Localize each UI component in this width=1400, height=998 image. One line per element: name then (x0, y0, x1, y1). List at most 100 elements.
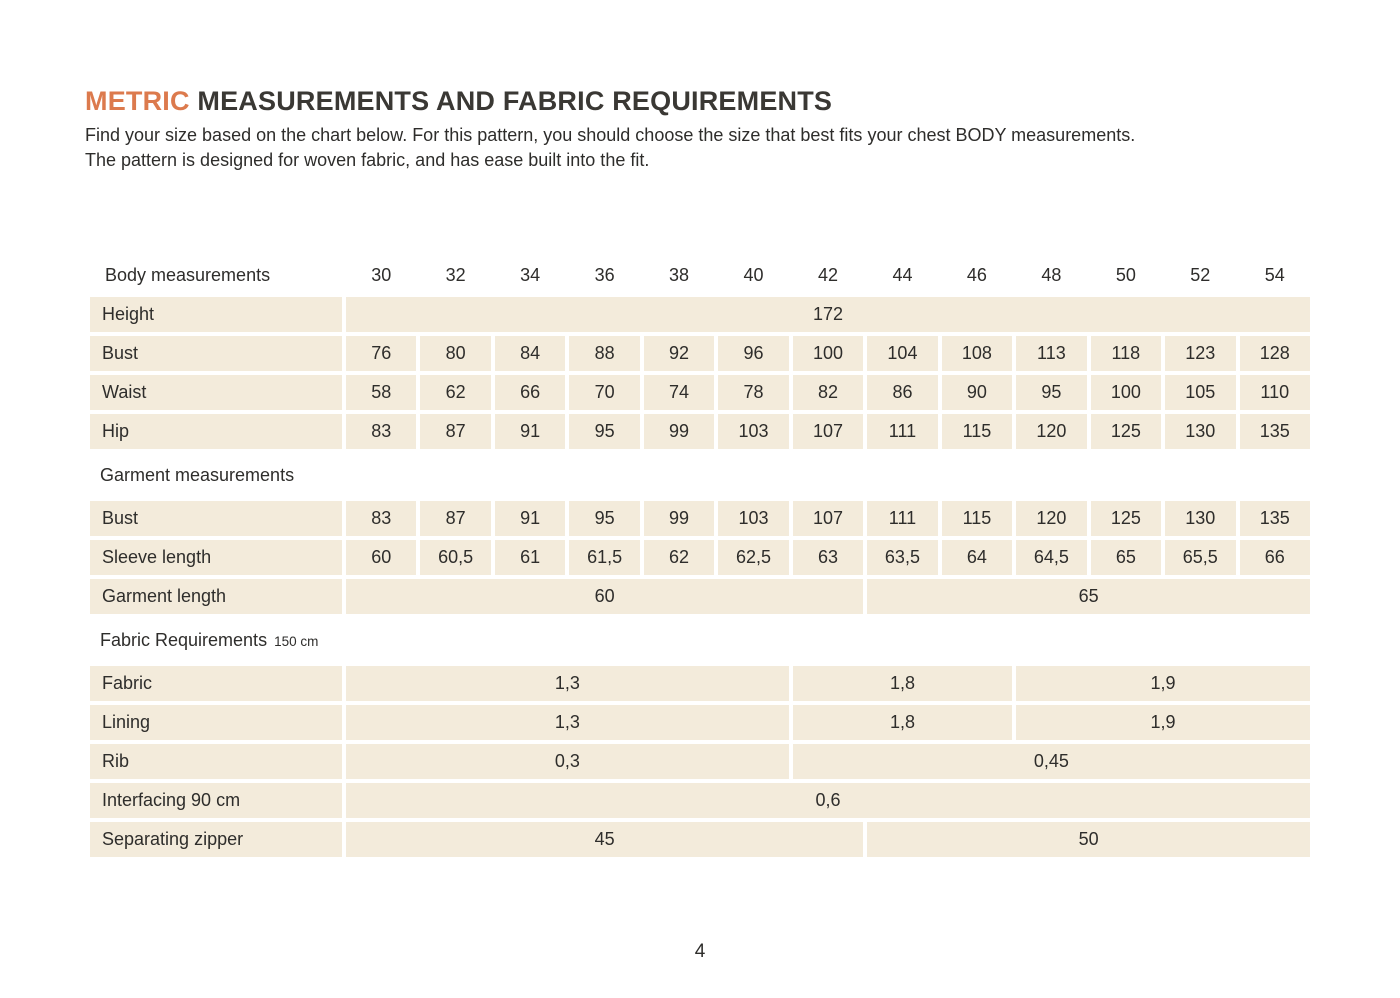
value-cell: 111 (867, 501, 938, 536)
value-cell: 65,5 (1165, 540, 1236, 575)
table-row: Interfacing 90 cm 0,6 (90, 783, 1310, 818)
value-cell: 0,3 (346, 744, 789, 779)
value-cell: 76 (346, 336, 417, 371)
value-cell: 125 (1090, 501, 1162, 536)
value-cell: 91 (494, 414, 566, 449)
value-cell: 108 (941, 336, 1013, 371)
value-cell: 86 (867, 375, 938, 410)
table-row: Garment length 60 65 (90, 579, 1310, 614)
value-cell: 113 (1016, 336, 1087, 371)
page-title: METRIC MEASUREMENTS AND FABRIC REQUIREME… (85, 86, 1325, 116)
value-cell: 82 (792, 375, 864, 410)
row-label: Lining (90, 705, 342, 740)
value-cell: 0,6 (346, 783, 1310, 818)
value-cell: 80 (420, 336, 491, 371)
row-label: Interfacing 90 cm (90, 783, 342, 818)
value-cell: 1,8 (792, 666, 1013, 701)
value-cell: 135 (1239, 414, 1310, 449)
row-label: Fabric (90, 666, 342, 701)
value-cell: 83 (346, 501, 417, 536)
column-group-label: Body measurements (105, 265, 271, 285)
value-cell: 64 (941, 540, 1013, 575)
value-cell: 128 (1239, 336, 1310, 371)
section-heading-suffix: 150 cm (274, 633, 319, 649)
row-label: Height (90, 297, 342, 332)
table-row: Bust 76 80 84 88 92 96 100 104 108 113 118 123 128 (90, 336, 1310, 371)
page-title-accent: METRIC (85, 86, 190, 116)
row-label: Garment length (90, 579, 342, 614)
size-column-header: 40 (743, 265, 764, 285)
table-row: Waist 58 62 66 70 74 78 82 86 90 95 100 105 110 (90, 375, 1310, 410)
table-row: Sleeve length 60 60,5 61 61,5 62 62,5 63 63,5 64 6… (90, 540, 1310, 575)
table-row: Lining 1,3 1,8 1,9 (90, 705, 1310, 740)
size-column-header: 36 (594, 265, 615, 285)
size-column-header: 34 (520, 265, 541, 285)
value-cell: 120 (1016, 501, 1087, 536)
table-row: Height 172 (90, 297, 1310, 332)
table-row: Separating zipper 45 50 (90, 822, 1310, 857)
value-cell: 60 (346, 579, 864, 614)
size-column-header: 30 (371, 265, 392, 285)
section-heading-label: Garment measurements (100, 464, 295, 485)
section-heading-label: Fabric Requirements (100, 629, 268, 650)
value-cell: 103 (718, 414, 789, 449)
value-cell: 99 (643, 501, 715, 536)
value-cell: 172 (346, 297, 1310, 332)
row-label: Rib (90, 744, 342, 779)
row-label: Hip (90, 414, 342, 449)
value-cell: 1,9 (1016, 666, 1310, 701)
value-cell: 105 (1165, 375, 1236, 410)
value-cell: 125 (1090, 414, 1162, 449)
value-cell: 83 (346, 414, 417, 449)
value-cell: 95 (1016, 375, 1087, 410)
value-cell: 110 (1239, 375, 1310, 410)
value-cell: 1,3 (346, 705, 789, 740)
value-cell: 87 (420, 501, 491, 536)
value-cell: 45 (346, 822, 864, 857)
table-row: Rib 0,3 0,45 (90, 744, 1310, 779)
value-cell: 74 (643, 375, 715, 410)
value-cell: 65 (867, 579, 1310, 614)
value-cell: 115 (941, 501, 1013, 536)
value-cell: 99 (643, 414, 715, 449)
table-header-row: Body measurements 30 32 34 36 38 40 42 44 46 48 50 5… (90, 258, 1310, 293)
value-cell: 135 (1239, 501, 1310, 536)
value-cell: 1,8 (792, 705, 1013, 740)
value-cell: 107 (792, 501, 864, 536)
intro-paragraph: Find your size based on the chart below.… (85, 123, 1325, 173)
value-cell: 61,5 (569, 540, 640, 575)
section-heading: Fabric Requirements 150 cm (90, 630, 318, 651)
value-cell: 92 (643, 336, 715, 371)
value-cell: 115 (941, 414, 1013, 449)
row-label: Bust (90, 501, 342, 536)
size-column-header: 38 (669, 265, 690, 285)
value-cell: 130 (1165, 501, 1236, 536)
value-cell: 107 (792, 414, 864, 449)
section-heading-row: Fabric Requirements 150 cm (90, 618, 1310, 662)
row-label: Separating zipper (90, 822, 342, 857)
value-cell: 95 (569, 414, 640, 449)
value-cell: 130 (1165, 414, 1236, 449)
value-cell: 120 (1016, 414, 1087, 449)
value-cell: 90 (941, 375, 1013, 410)
size-column-header: 54 (1264, 265, 1285, 285)
size-column-header: 32 (445, 265, 466, 285)
value-cell: 118 (1090, 336, 1162, 371)
value-cell: 66 (494, 375, 566, 410)
value-cell: 50 (867, 822, 1310, 857)
value-cell: 78 (718, 375, 789, 410)
value-cell: 60,5 (420, 540, 491, 575)
size-column-header: 46 (966, 265, 987, 285)
value-cell: 70 (569, 375, 640, 410)
size-column-header: 42 (817, 265, 838, 285)
value-cell: 62,5 (718, 540, 789, 575)
value-cell: 66 (1239, 540, 1310, 575)
value-cell: 60 (346, 540, 417, 575)
value-cell: 0,45 (792, 744, 1310, 779)
value-cell: 65 (1090, 540, 1162, 575)
value-cell: 95 (569, 501, 640, 536)
size-column-header: 48 (1041, 265, 1062, 285)
row-label: Waist (90, 375, 342, 410)
intro-line-1: Find your size based on the chart below.… (85, 125, 1136, 145)
